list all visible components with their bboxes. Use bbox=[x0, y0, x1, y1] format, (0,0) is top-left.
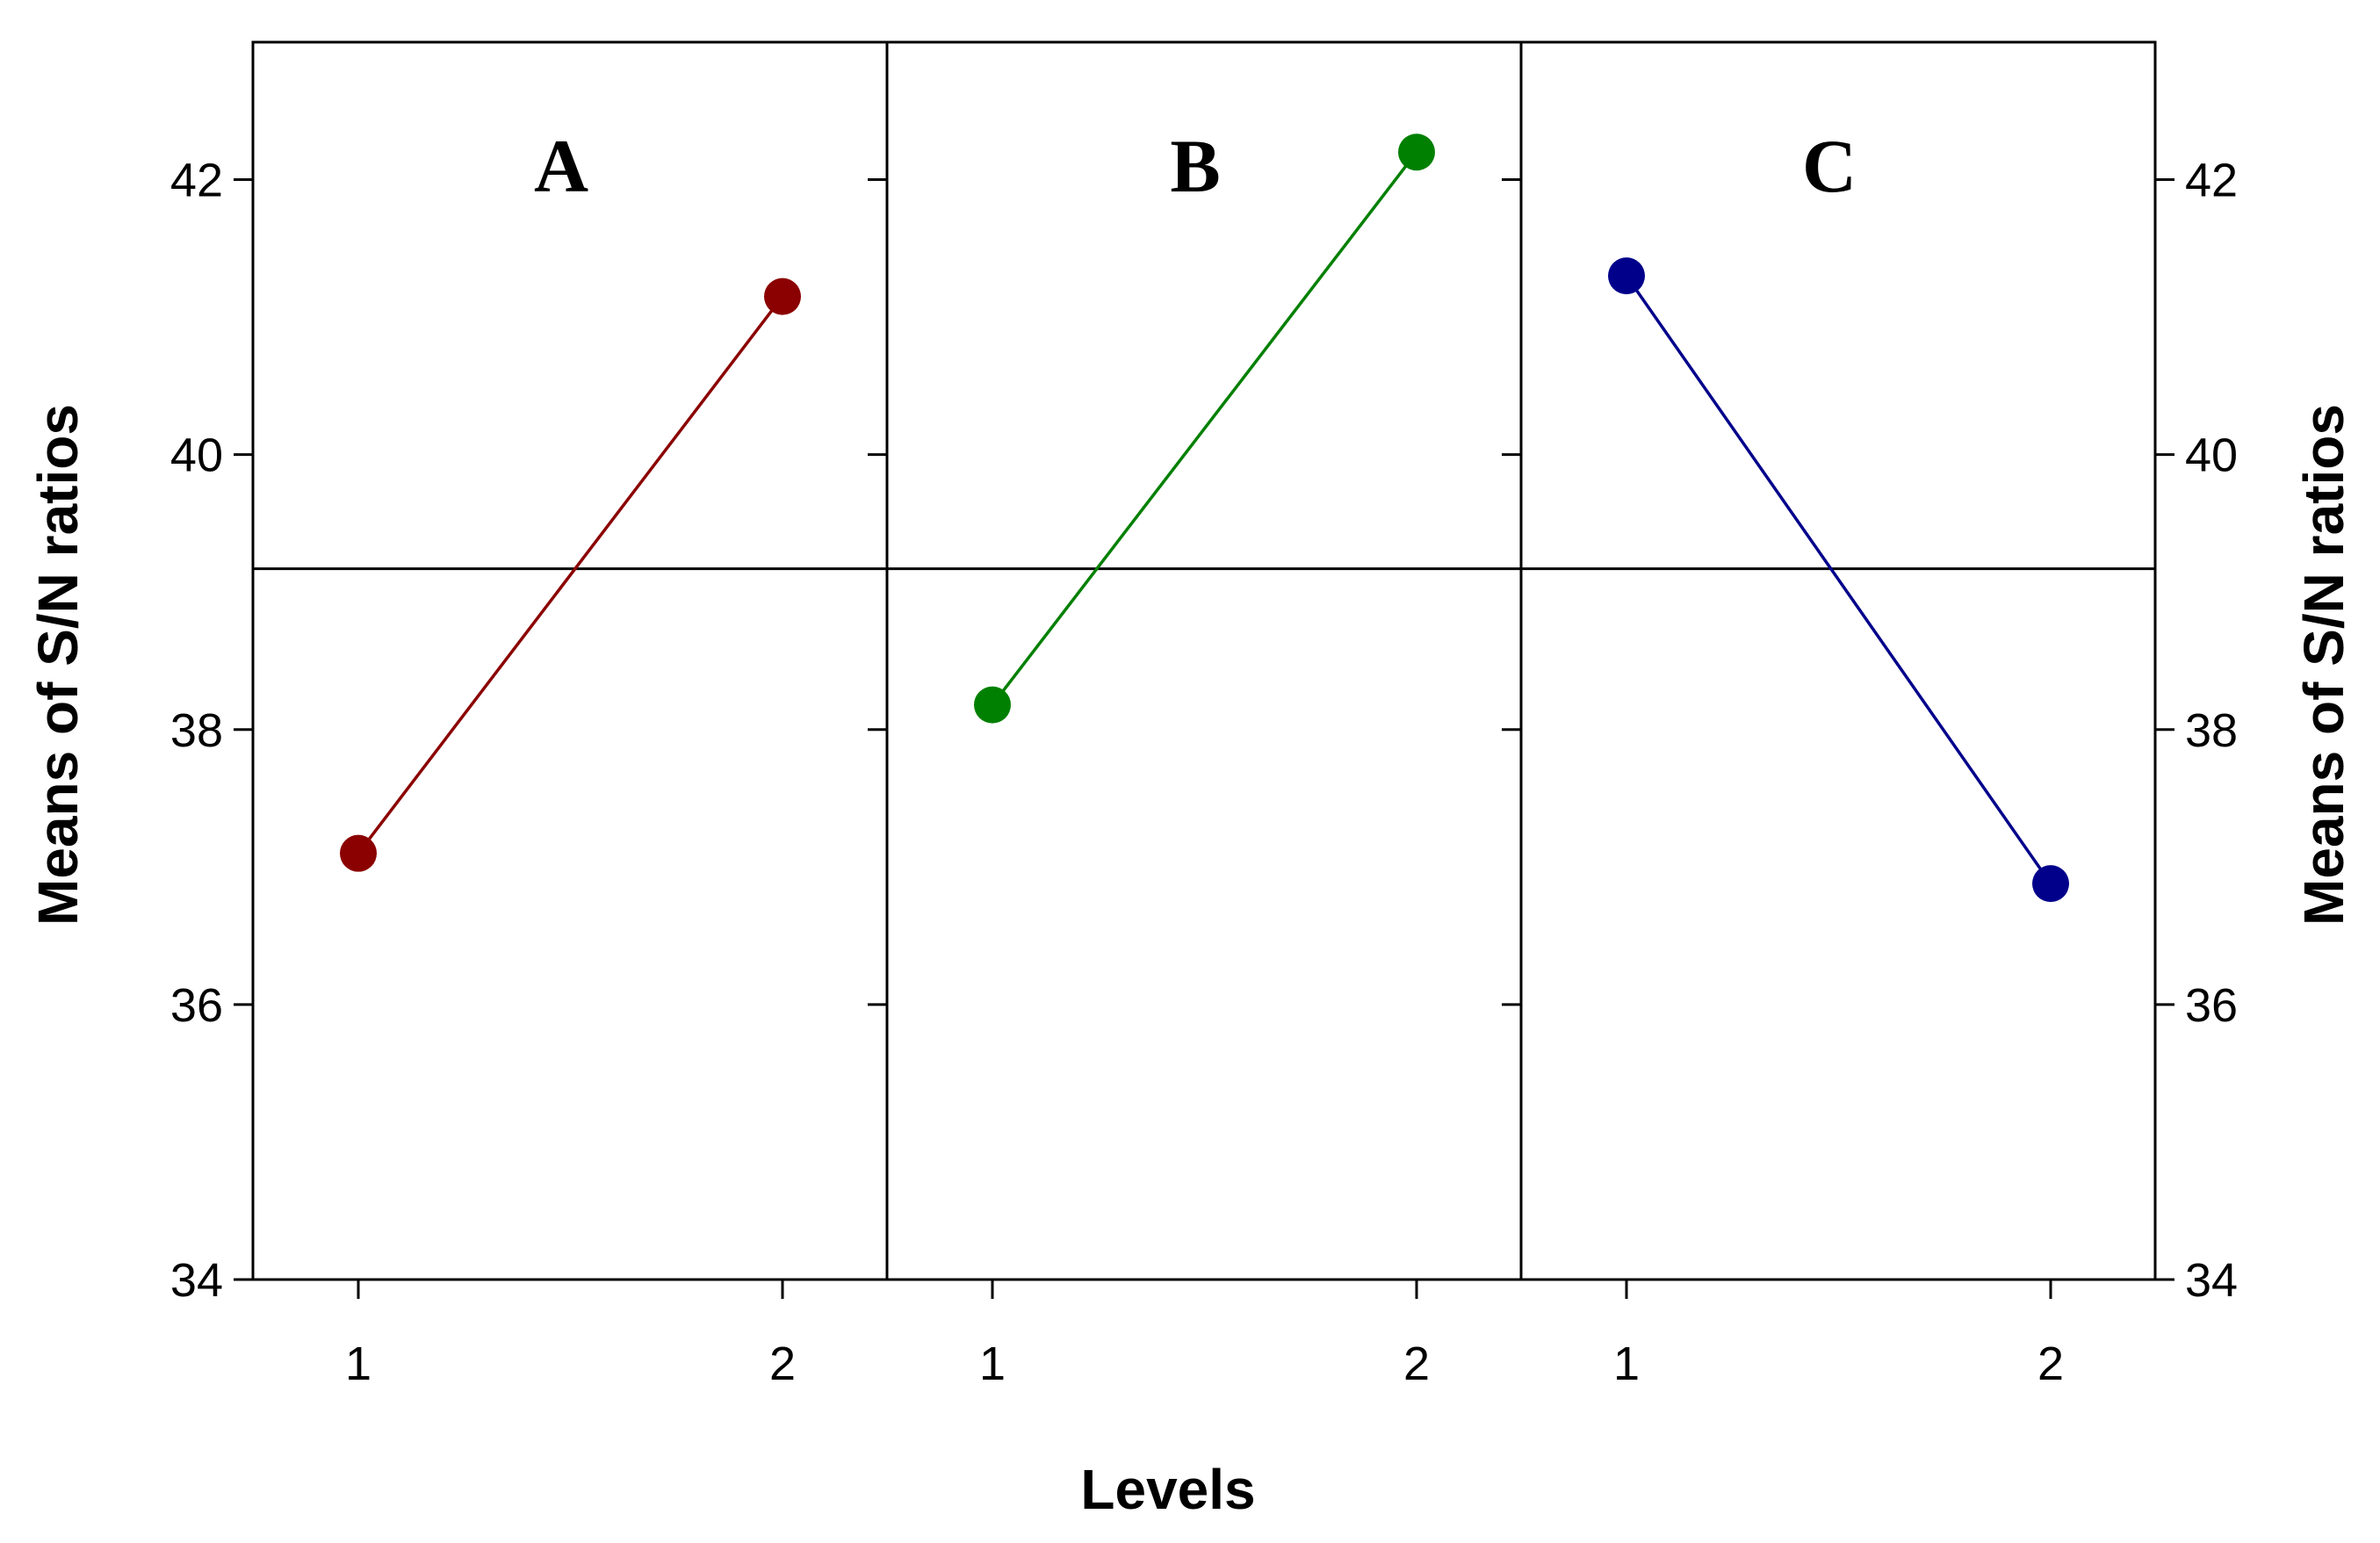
series-group bbox=[340, 133, 2069, 903]
y-axis-title-right: Means of S/N ratios bbox=[2292, 404, 2355, 926]
x-tick-label: 1 bbox=[345, 1338, 371, 1390]
data-point-a bbox=[764, 278, 801, 315]
panel-titles: A B C bbox=[534, 124, 1857, 208]
panel-title-c: C bbox=[1802, 124, 1857, 208]
y-tick-label-right: 36 bbox=[2185, 979, 2238, 1032]
y-tick-label-left: 40 bbox=[170, 429, 223, 482]
data-point-b bbox=[1398, 133, 1435, 171]
y-tick-label-right: 42 bbox=[2185, 155, 2238, 207]
x-tick-label: 2 bbox=[769, 1338, 796, 1390]
y-tick-label-left: 34 bbox=[170, 1254, 223, 1307]
data-point-c bbox=[2032, 865, 2069, 903]
data-point-c bbox=[1608, 257, 1645, 295]
y-axis-title-left: Means of S/N ratios bbox=[26, 404, 90, 926]
panel-frames bbox=[251, 40, 2157, 1281]
panel-title-a: A bbox=[534, 124, 588, 208]
x-tick-label: 1 bbox=[979, 1338, 1006, 1390]
data-point-a bbox=[340, 834, 377, 872]
y-tick-label-left: 38 bbox=[170, 704, 223, 757]
y-tick-label-left: 36 bbox=[170, 979, 223, 1032]
data-point-b bbox=[974, 686, 1011, 724]
series-line-c bbox=[1625, 275, 2052, 885]
series-line-b bbox=[991, 151, 1418, 706]
panel-frame-a bbox=[251, 40, 889, 1281]
x-axis: 1 2 1 2 1 2 bbox=[345, 1280, 2064, 1390]
panel-title-b: B bbox=[1170, 124, 1220, 208]
y-tick-label-right: 38 bbox=[2185, 704, 2238, 757]
y-tick-label-right: 34 bbox=[2185, 1254, 2238, 1307]
x-tick-label: 2 bbox=[1403, 1338, 1430, 1390]
panel-frame-c bbox=[1519, 40, 2157, 1281]
x-tick-label: 1 bbox=[1613, 1338, 1640, 1390]
series-line-a bbox=[357, 295, 784, 854]
y-tick-label-left: 42 bbox=[170, 155, 223, 207]
x-tick-label: 2 bbox=[2037, 1338, 2064, 1390]
y-tick-label-right: 40 bbox=[2185, 429, 2238, 482]
panel-frame-b bbox=[885, 40, 1523, 1281]
x-axis-title: Levels bbox=[1080, 1458, 1255, 1521]
y-axes: 34 34 36 36 38 38 40 40 42 42 bbox=[170, 155, 2238, 1307]
